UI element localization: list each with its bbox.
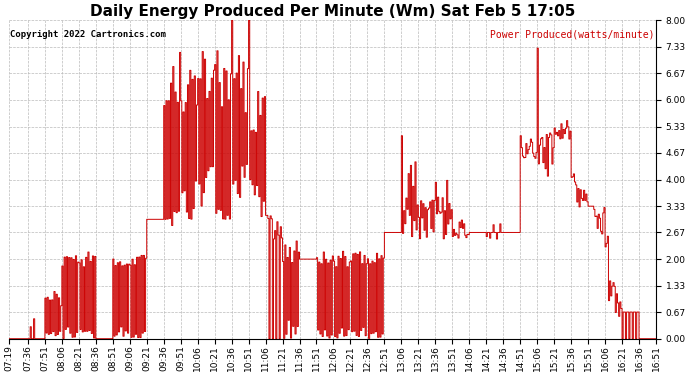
Text: Power Produced(watts/minute): Power Produced(watts/minute) — [490, 30, 655, 40]
Text: Copyright 2022 Cartronics.com: Copyright 2022 Cartronics.com — [10, 30, 166, 39]
Title: Daily Energy Produced Per Minute (Wm) Sat Feb 5 17:05: Daily Energy Produced Per Minute (Wm) Sa… — [90, 4, 575, 19]
